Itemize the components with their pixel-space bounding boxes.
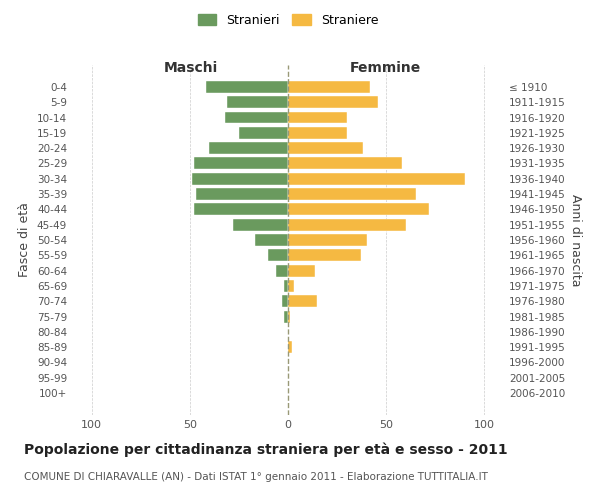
Bar [194, 158, 288, 170]
Bar [288, 112, 347, 124]
Bar [227, 96, 288, 108]
Legend: Stranieri, Straniere: Stranieri, Straniere [194, 10, 382, 30]
Bar [288, 341, 292, 353]
Bar [288, 158, 402, 170]
Bar [282, 296, 288, 307]
Y-axis label: Anni di nascita: Anni di nascita [569, 194, 582, 286]
Bar [288, 188, 416, 200]
Bar [284, 280, 288, 292]
Bar [196, 188, 288, 200]
Bar [268, 250, 288, 262]
Bar [288, 204, 430, 216]
Bar [225, 112, 288, 124]
Bar [239, 127, 288, 139]
Bar [254, 234, 288, 246]
Bar [288, 81, 370, 93]
Text: Maschi: Maschi [164, 60, 218, 74]
Y-axis label: Fasce di età: Fasce di età [19, 202, 31, 278]
Bar [288, 218, 406, 230]
Text: Femmine: Femmine [350, 60, 421, 74]
Bar [276, 264, 288, 276]
Text: COMUNE DI CHIARAVALLE (AN) - Dati ISTAT 1° gennaio 2011 - Elaborazione TUTTITALI: COMUNE DI CHIARAVALLE (AN) - Dati ISTAT … [24, 472, 488, 482]
Text: Popolazione per cittadinanza straniera per età e sesso - 2011: Popolazione per cittadinanza straniera p… [24, 442, 508, 457]
Bar [288, 280, 294, 292]
Bar [288, 264, 316, 276]
Bar [288, 310, 290, 322]
Bar [288, 142, 362, 154]
Bar [209, 142, 288, 154]
Bar [194, 204, 288, 216]
Bar [288, 173, 465, 184]
Bar [206, 81, 288, 93]
Bar [288, 96, 379, 108]
Bar [192, 173, 288, 184]
Bar [233, 218, 288, 230]
Bar [288, 127, 347, 139]
Bar [288, 296, 317, 307]
Bar [288, 250, 361, 262]
Bar [284, 310, 288, 322]
Bar [288, 234, 367, 246]
